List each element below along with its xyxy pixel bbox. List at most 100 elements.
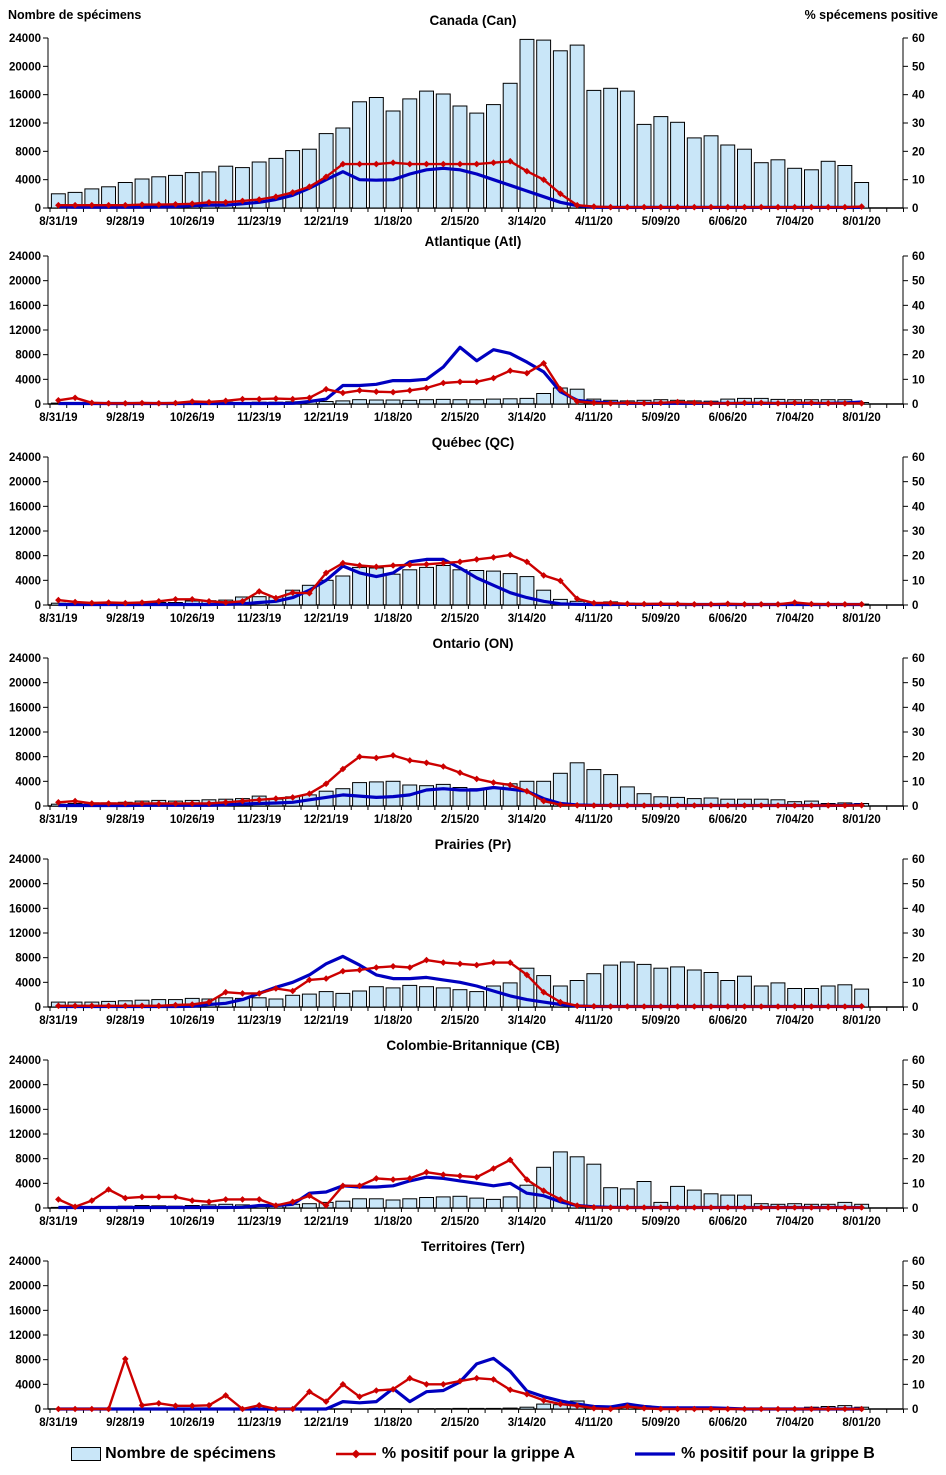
left-axis-tick: 4000 xyxy=(15,175,41,187)
chart-title: Territoires (Terr) xyxy=(421,1239,525,1254)
x-axis-date-label: 7/04/20 xyxy=(776,1417,814,1429)
x-axis-date-label: 10/26/19 xyxy=(170,613,215,625)
right-axis-tick: 30 xyxy=(912,1129,925,1141)
x-axis-date-label: 9/28/19 xyxy=(106,814,144,826)
left-axis-tick: 16000 xyxy=(9,1305,41,1317)
left-axis-tick: 24000 xyxy=(9,33,41,45)
right-axis-tick: 60 xyxy=(912,1256,925,1268)
right-axis-tick: 50 xyxy=(912,678,925,690)
x-axis-date-label: 9/28/19 xyxy=(106,412,144,424)
x-axis-date-label: 4/11/20 xyxy=(575,613,613,625)
x-axis-date-label: 8/01/20 xyxy=(842,1417,880,1429)
left-axis-tick: 24000 xyxy=(9,1256,41,1268)
left-axis-tick: 8000 xyxy=(15,1355,41,1367)
left-axis-tick: 16000 xyxy=(9,300,41,312)
x-axis-date-label: 3/14/20 xyxy=(508,1216,546,1228)
x-axis-date-label: 10/26/19 xyxy=(170,216,215,226)
right-axis-tick: 30 xyxy=(912,325,925,337)
legend-item-grippe-b: % positif pour la grippe B xyxy=(633,1445,875,1463)
x-axis-date-label: 12/21/19 xyxy=(304,814,349,826)
chart-panel-canada: Canada (Can) 0 4000 8000 12000 16000 20000 2400… xyxy=(9,13,925,226)
left-axis-tick: 12000 xyxy=(9,1330,41,1342)
x-axis-date-label: 1/18/20 xyxy=(374,412,412,424)
x-axis-date-label: 10/26/19 xyxy=(170,1216,215,1228)
x-axis-date-label: 3/14/20 xyxy=(508,412,546,424)
left-axis-tick: 8000 xyxy=(15,551,41,563)
x-axis-date-label: 3/14/20 xyxy=(508,1015,546,1027)
right-axis-tick: 60 xyxy=(912,653,925,665)
x-axis-date-label: 12/21/19 xyxy=(304,1417,349,1429)
right-axis-tick: 30 xyxy=(912,727,925,739)
left-axis-tick: 8000 xyxy=(15,752,41,764)
chart-title: Ontario (ON) xyxy=(433,636,514,651)
legend-item-grippe-a: % positif pour la grippe A xyxy=(334,1445,575,1463)
x-axis-date-label: 11/23/19 xyxy=(237,1216,281,1228)
right-axis-tick: 10 xyxy=(912,776,925,788)
x-axis-date-label: 3/14/20 xyxy=(508,216,546,226)
x-axis-date-label: 9/28/19 xyxy=(106,1216,144,1228)
x-axis-date-label: 4/11/20 xyxy=(575,1417,613,1429)
left-axis-tick: 0 xyxy=(35,1404,41,1416)
left-axis-tick: 16000 xyxy=(9,90,41,102)
left-axis-tick: 4000 xyxy=(15,575,41,587)
x-axis-date-label: 10/26/19 xyxy=(170,1015,215,1027)
left-axis-tick: 20000 xyxy=(9,276,41,288)
left-axis-tick: 16000 xyxy=(9,501,41,513)
right-axis-tick: 30 xyxy=(912,526,925,538)
x-axis-date-label: 12/21/19 xyxy=(304,1015,349,1027)
left-axis-tick: 20000 xyxy=(9,477,41,489)
right-axis-tick: 0 xyxy=(912,801,918,813)
right-axis-tick: 20 xyxy=(912,551,925,563)
x-axis-date-label: 11/23/19 xyxy=(237,613,281,625)
x-axis-date-label: 9/28/19 xyxy=(106,613,144,625)
left-axis-tick: 16000 xyxy=(9,702,41,714)
right-axis-tick: 40 xyxy=(912,903,925,915)
x-axis-date-label: 8/01/20 xyxy=(842,1015,880,1027)
right-axis-tick: 40 xyxy=(912,1104,925,1116)
chart-panel-ontario: Ontario (ON) 0 4000 8000 12000 16000 20000 2400… xyxy=(9,636,925,826)
left-axis-tick: 20000 xyxy=(9,879,41,891)
left-axis-tick: 4000 xyxy=(15,374,41,386)
left-axis-tick: 16000 xyxy=(9,1104,41,1116)
chart-title: Colombie-Britannique (CB) xyxy=(386,1038,559,1053)
legend-label-grippe-b: % positif pour la grippe B xyxy=(681,1444,875,1462)
x-axis-date-label: 8/01/20 xyxy=(842,412,880,424)
x-axis-date-label: 1/18/20 xyxy=(374,814,412,826)
right-axis-tick: 50 xyxy=(912,1080,925,1092)
left-axis-tick: 24000 xyxy=(9,653,41,665)
left-axis-tick: 4000 xyxy=(15,977,41,989)
right-axis-tick: 50 xyxy=(912,61,925,73)
x-axis-date-label: 5/09/20 xyxy=(642,613,680,625)
left-axis-tick: 4000 xyxy=(15,776,41,788)
x-axis-date-label: 8/01/20 xyxy=(842,1216,880,1228)
right-axis-tick: 0 xyxy=(912,1002,918,1014)
grippe-a-markers xyxy=(55,360,865,407)
x-axis-date-label: 2/15/20 xyxy=(441,1015,479,1027)
left-axis-tick: 8000 xyxy=(15,146,41,158)
left-axis-tick: 8000 xyxy=(15,1154,41,1166)
left-axis-tick: 8000 xyxy=(15,350,41,362)
x-axis-date-label: 11/23/19 xyxy=(237,216,281,226)
x-axis-date-label: 7/04/20 xyxy=(776,1015,814,1027)
right-axis-tick: 30 xyxy=(912,1330,925,1342)
x-axis-date-label: 8/01/20 xyxy=(842,613,880,625)
right-axis-tick: 40 xyxy=(912,90,925,102)
x-axis-date-label: 8/31/19 xyxy=(39,1015,77,1027)
x-axis-date-label: 4/11/20 xyxy=(575,814,613,826)
legend-label-grippe-a: % positif pour la grippe A xyxy=(381,1444,576,1462)
x-axis-date-label: 5/09/20 xyxy=(642,412,680,424)
grippe-b-line-icon xyxy=(635,1451,676,1456)
x-axis-date-label: 6/06/20 xyxy=(709,1216,747,1228)
x-axis-date-label: 2/15/20 xyxy=(441,412,479,424)
x-axis-date-label: 5/09/20 xyxy=(642,1216,680,1228)
right-axis-tick: 30 xyxy=(912,118,925,130)
left-axis-tick: 24000 xyxy=(9,854,41,866)
left-axis-tick: 4000 xyxy=(15,1178,41,1190)
right-axis-tick: 20 xyxy=(912,350,925,362)
x-axis-date-label: 4/11/20 xyxy=(575,216,613,226)
right-axis-tick: 60 xyxy=(912,1055,925,1067)
left-axis-tick: 0 xyxy=(35,203,41,215)
left-axis-tick: 0 xyxy=(35,600,41,612)
x-axis-date-label: 3/14/20 xyxy=(508,1417,546,1429)
right-axis-tick: 40 xyxy=(912,300,925,312)
